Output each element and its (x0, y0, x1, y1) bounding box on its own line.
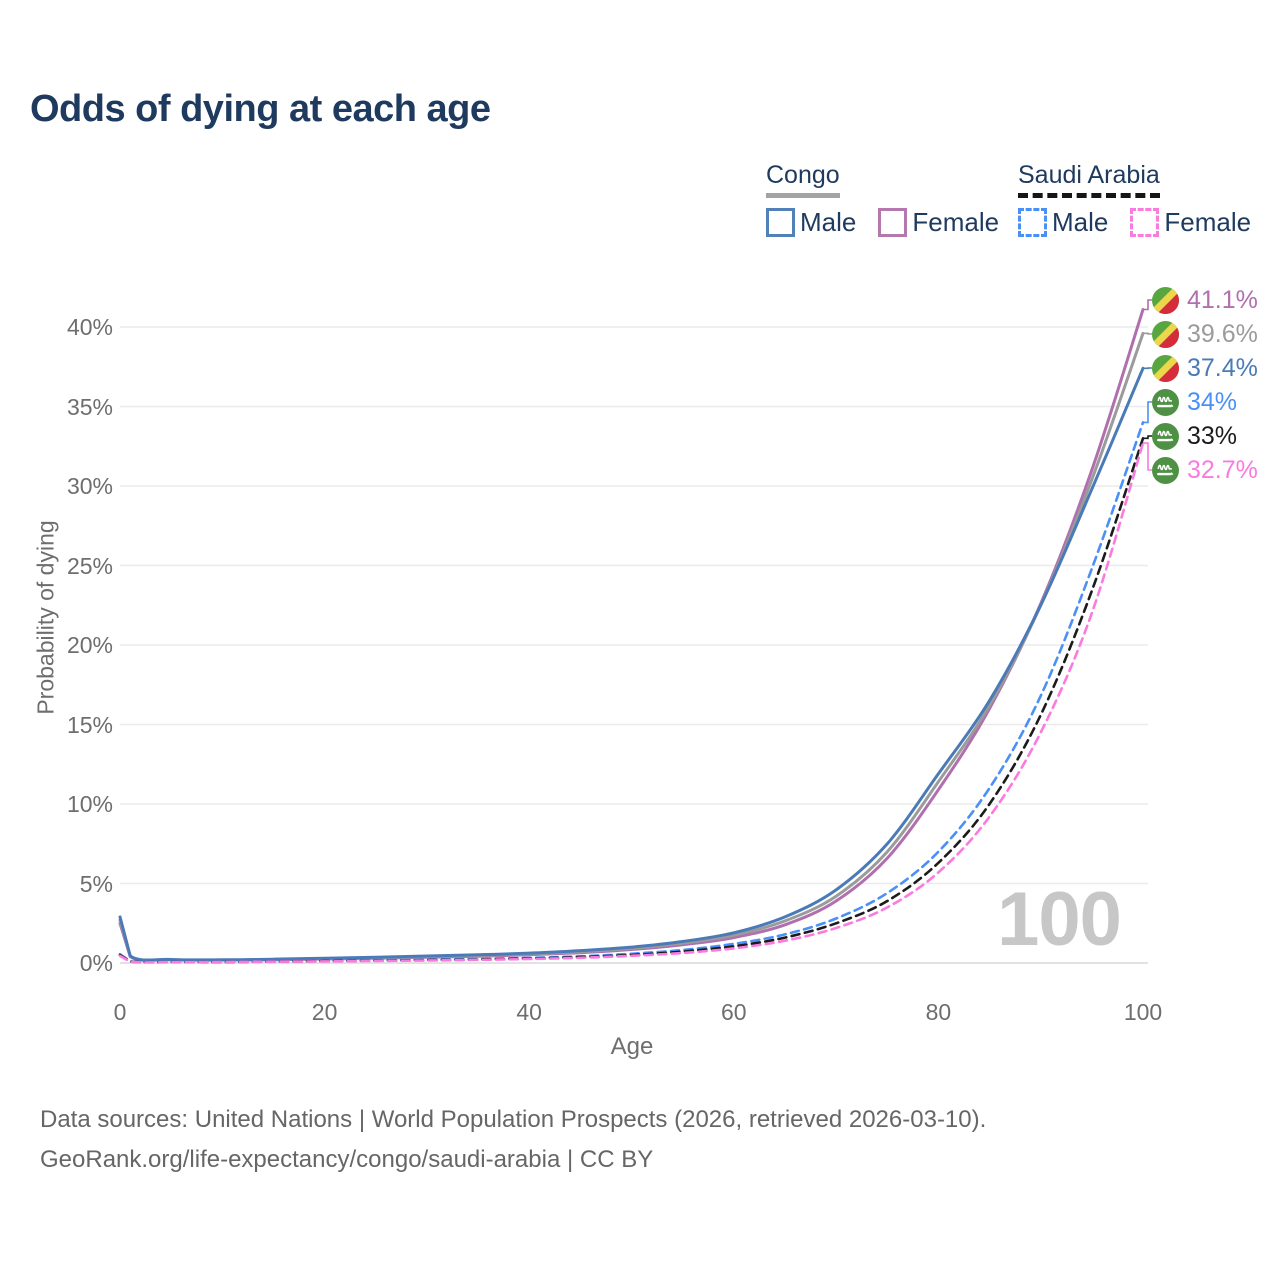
x-tick-label-100: 100 (1123, 999, 1163, 1025)
x-tick-label-60: 60 (721, 999, 747, 1025)
legend-label-congo-female: Female (912, 207, 1000, 237)
saudi-male-swatch-icon (1018, 208, 1047, 237)
x-axis-title: Age (610, 1033, 654, 1060)
flag-icon-congo (1152, 354, 1179, 382)
legend-saudi-heading: Saudi Arabia (1018, 161, 1160, 198)
hovered-age-watermark: 100 (997, 877, 1122, 962)
end-label-leader-line (1143, 435, 1152, 440)
end-label-row-congo-both-sexes: 39.6% (1152, 319, 1258, 348)
end-label-row-congo-female: 41.1% (1152, 285, 1258, 314)
y-tick-label-40: 40% (66, 314, 113, 340)
y-tick-label-10: 10% (66, 791, 113, 817)
legend-label-saudi-male: Male (1052, 207, 1109, 237)
end-label-value: 41.1% (1187, 285, 1258, 314)
x-tick-label-40: 40 (516, 999, 542, 1025)
legend-group-saudi-arabia: Saudi Arabia Male Female (1018, 161, 1251, 238)
x-tick-label-80: 80 (925, 999, 952, 1025)
end-label-leader-line (1143, 401, 1152, 424)
y-tick-label-5: 5% (79, 870, 113, 897)
legend-label-saudi-female: Female (1164, 207, 1252, 237)
legend-label-congo-male: Male (800, 207, 857, 237)
end-label-value: 34% (1187, 387, 1238, 416)
end-label-row-saudi-arabia-both-sexes: 33% (1152, 421, 1238, 450)
end-label-value: 37.4% (1187, 353, 1258, 382)
series-line-congo-both-sexes (118, 331, 1145, 962)
series-line-saudi-arabia-female (118, 441, 1145, 964)
saudi-female-swatch-icon (1130, 208, 1160, 237)
legend-item-congo-male[interactable]: Male (766, 207, 856, 238)
end-label-row-saudi-arabia-female: 32.7% (1152, 455, 1258, 484)
legend-saudi-row: Male Female (1018, 207, 1251, 238)
end-label-leader-line (1143, 332, 1152, 335)
flag-icon-congo (1152, 286, 1179, 314)
legend-congo-heading: Congo (766, 161, 840, 198)
end-label-leader-line (1143, 442, 1152, 471)
legend-group-congo: Congo Male Female (766, 161, 999, 238)
series-line-congo-male (118, 366, 1145, 962)
series-line-saudi-arabia-male (118, 421, 1145, 964)
page-title: Odds of dying at each age (30, 88, 491, 130)
y-tick-label-15: 15% (66, 711, 113, 738)
end-label-value: 39.6% (1187, 319, 1258, 348)
flag-icon-saudi-arabia (1152, 456, 1179, 484)
end-label-value: 32.7% (1187, 455, 1258, 484)
legend-item-saudi-female[interactable]: Female (1130, 207, 1251, 238)
flag-icon-saudi-arabia (1152, 388, 1179, 416)
x-tick-label-0: 0 (113, 999, 127, 1025)
footer-source-line2: GeoRank.org/life-expectancy/congo/saudi-… (40, 1146, 654, 1173)
y-tick-label-20: 20% (66, 632, 113, 658)
flag-icon-congo (1152, 320, 1179, 348)
legend-item-saudi-male[interactable]: Male (1018, 207, 1108, 238)
x-tick-label-20: 20 (311, 999, 338, 1025)
legend-item-congo-female[interactable]: Female (878, 207, 999, 238)
end-label-value: 33% (1187, 421, 1238, 450)
footer-source-line1: Data sources: United Nations | World Pop… (40, 1106, 987, 1133)
end-label-leader-line (1143, 299, 1152, 311)
y-tick-label-25: 25% (66, 552, 113, 579)
legend-congo-row: Male Female (766, 207, 999, 238)
y-tick-label-30: 30% (66, 473, 113, 499)
flag-icon-saudi-arabia (1152, 422, 1179, 450)
y-tick-label-0: 0% (79, 950, 113, 976)
congo-female-swatch-icon (878, 208, 908, 237)
congo-male-swatch-icon (766, 208, 795, 237)
end-label-row-congo-male: 37.4% (1152, 353, 1258, 382)
y-tick-label-35: 35% (66, 393, 113, 420)
end-label-row-saudi-arabia-male: 34% (1152, 387, 1238, 416)
